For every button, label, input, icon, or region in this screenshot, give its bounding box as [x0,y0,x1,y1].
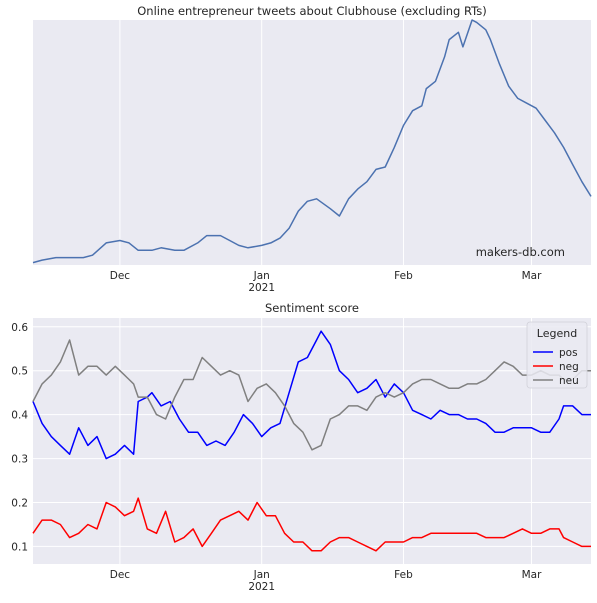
watermark-annotation: makers-db.com [476,245,565,259]
x-tick-label: Feb [394,270,413,282]
legend: Legend pos neg neu [526,321,588,389]
x-tick-label: Jan [253,270,270,282]
x-tick-label: Dec [110,270,131,282]
x-gridlines [119,20,533,265]
x-tick-label: Jan [253,569,270,581]
gridlines [33,318,591,564]
x-tick-label: Mar [522,270,542,282]
series-line-neg [32,497,591,552]
plot-area [33,20,591,265]
series-line-tweets [32,19,592,264]
legend-label-pos: pos [559,347,578,359]
x-tick-sublabel: 2021 [248,282,275,294]
x-tick-sublabel: 2021 [248,581,275,593]
chart-title: Sentiment score [265,301,359,315]
chart-tweets: Online entrepreneur tweets about Clubhou… [32,4,592,294]
legend-label-neg: neg [559,361,579,373]
x-tick-label: Feb [394,569,413,581]
chart-sentiment: Sentiment score 0.1 0.2 0.3 0.4 0.5 0.6 Dec Ja… [11,301,591,593]
legend-box [526,321,588,389]
series-lines [32,19,592,264]
legend-label-neu: neu [559,375,579,387]
y-tick-label: 0.4 [11,410,28,422]
y-tick-labels: 0.1 0.2 0.3 0.4 0.5 0.6 [11,322,28,554]
series-lines [32,330,591,552]
chart-title: Online entrepreneur tweets about Clubhou… [137,4,487,18]
x-tick-label: Mar [522,569,542,581]
y-tick-label: 0.1 [11,541,28,553]
legend-title: Legend [537,327,577,340]
y-tick-label: 0.5 [11,366,28,378]
series-line-neu [32,339,591,451]
y-tick-label: 0.3 [11,454,28,466]
x-tick-label: Dec [110,569,131,581]
y-tick-label: 0.2 [11,498,28,510]
plot-area [33,318,591,564]
y-tick-label: 0.6 [11,322,28,334]
series-line-pos [32,330,591,460]
